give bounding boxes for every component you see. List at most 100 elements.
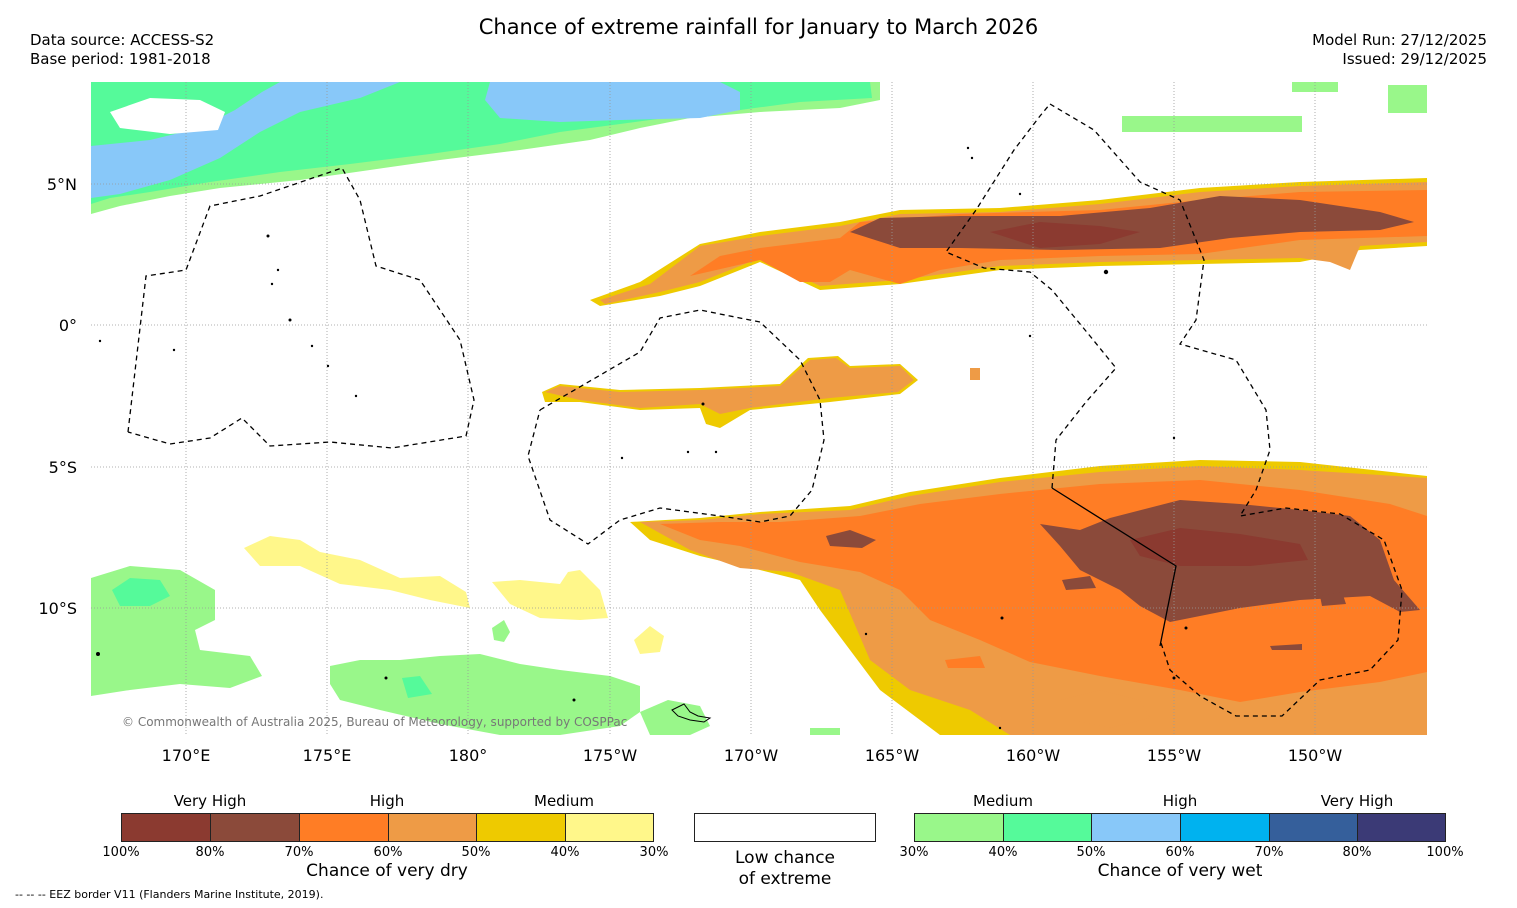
dry-very-high-core-north xyxy=(990,222,1140,248)
dry-medium2-region-center xyxy=(492,570,608,620)
wet-tick: 40% xyxy=(988,845,1018,860)
wet-swatch-80-100 xyxy=(1357,813,1446,842)
lat-label-0: 0° xyxy=(58,316,77,335)
lon-label-150w: 150°W xyxy=(1287,746,1343,765)
map-layers xyxy=(91,82,1427,735)
wet-medium-patch-ne xyxy=(1292,82,1338,92)
dry-tick: 100% xyxy=(102,845,140,860)
dry-tick: 30% xyxy=(639,845,669,860)
wet-tick: 50% xyxy=(1076,845,1106,860)
dry-very-high-patch-3 xyxy=(1320,592,1346,606)
eez-footnote: -- -- -- EEZ border V11 (Flanders Marine… xyxy=(15,888,324,901)
island xyxy=(276,268,280,272)
island xyxy=(354,394,358,398)
wet-tick: 60% xyxy=(1165,845,1195,860)
eez-border-cook xyxy=(944,103,1117,489)
wet-legend-caption: Chance of very wet xyxy=(1097,861,1263,881)
lon-label-160w: 160°W xyxy=(1005,746,1061,765)
wet-tick: 70% xyxy=(1254,845,1284,860)
dry-swatch-60-50 xyxy=(388,813,476,842)
wet-tick: 100% xyxy=(1426,845,1464,860)
lat-label-10s: 10°S xyxy=(38,599,77,618)
eez-border-kiribati-gilbert xyxy=(127,167,475,449)
page-title: Chance of extreme rainfall for January t… xyxy=(478,15,1039,39)
dry-swatch-40-30 xyxy=(565,813,654,842)
model-run: Model Run: 27/12/2025 xyxy=(1312,31,1487,49)
eez-borders xyxy=(127,103,1403,717)
island xyxy=(326,364,330,368)
lat-label-5n: 5°N xyxy=(46,175,77,194)
island xyxy=(998,726,1002,730)
dry-very-high-patch-4 xyxy=(1270,644,1302,650)
wet-legend-heading-medium: Medium xyxy=(973,792,1033,810)
island xyxy=(1103,269,1109,275)
dry-tick: 80% xyxy=(195,845,225,860)
lon-label-180: 180° xyxy=(448,746,488,765)
wet-swatch-60-70 xyxy=(1180,813,1269,842)
dry-very-high-patch-1 xyxy=(826,530,876,548)
island xyxy=(620,456,624,460)
island xyxy=(270,282,274,286)
issued-date: Issued: 29/12/2025 xyxy=(1342,50,1487,68)
island xyxy=(288,318,292,322)
low-chance-swatch xyxy=(694,813,876,842)
wet-swatch-30-40 xyxy=(914,813,1003,842)
island xyxy=(966,146,970,150)
wet-high-region-north-2 xyxy=(485,82,740,122)
lon-label-170w: 170°W xyxy=(723,746,779,765)
wet-medium-region-south xyxy=(330,654,640,735)
island xyxy=(310,344,314,348)
dry-legend-heading-medium: Medium xyxy=(534,792,594,810)
base-period: Base period: 1981-2018 xyxy=(30,50,211,68)
wet-legend-heading-high: High xyxy=(1162,792,1198,810)
dry-very-high-patch-2 xyxy=(1062,576,1096,590)
island xyxy=(1172,436,1176,440)
dry-high2-patch xyxy=(970,368,980,380)
wet-high-region-north xyxy=(91,82,400,198)
dry-tick: 40% xyxy=(550,845,580,860)
dry-medium2-region-west xyxy=(244,536,470,608)
gridlines xyxy=(91,82,1427,735)
low-chance-caption: Low chance of extreme xyxy=(685,848,885,890)
island xyxy=(96,652,100,656)
island xyxy=(1018,192,1022,196)
wet-tick: 80% xyxy=(1342,845,1372,860)
dry-swatch-70-60 xyxy=(299,813,388,842)
data-source-info: Data source: ACCESS-S2 Base period: 1981… xyxy=(30,31,214,69)
island xyxy=(1000,616,1004,620)
lon-label-155w: 155°W xyxy=(1146,746,1202,765)
island xyxy=(1184,626,1188,630)
dry-high2-patch-south xyxy=(1060,690,1150,728)
island xyxy=(864,632,868,636)
island xyxy=(714,450,718,454)
low-chance-pocket xyxy=(110,98,225,134)
dry-high2-band-mid xyxy=(545,358,914,414)
dry-legend-heading-high: High xyxy=(369,792,405,810)
wet-medium-strip-ne xyxy=(1122,116,1302,132)
dry-legend-caption: Chance of very dry xyxy=(306,861,468,881)
dry-very-high-band-north xyxy=(850,196,1414,250)
map-credit: © Commonwealth of Australia 2025, Bureau… xyxy=(122,715,628,729)
islands xyxy=(96,146,1188,730)
eez-solid-border xyxy=(1051,487,1177,647)
low-chance-line1: Low chance xyxy=(735,848,835,868)
wet-medium-patch-ne-2 xyxy=(1388,85,1427,113)
wet-medium2-patch-south xyxy=(402,676,432,698)
island xyxy=(98,339,102,343)
island xyxy=(970,156,974,160)
lon-label-175w: 175°W xyxy=(582,746,638,765)
dry-tick: 70% xyxy=(284,845,314,860)
island xyxy=(384,676,388,680)
dry-very-high-core-south xyxy=(1130,528,1308,566)
lon-label-175e: 175°E xyxy=(302,746,352,765)
dry-swatch-50-40 xyxy=(476,813,565,842)
island xyxy=(1028,334,1032,338)
island xyxy=(172,348,176,352)
wet-legend-heading-very-high: Very High xyxy=(1320,792,1394,810)
wet-swatch-70-80 xyxy=(1269,813,1357,842)
wet-medium-strip-s xyxy=(810,728,840,735)
island xyxy=(266,234,270,238)
eez-border-kiribati-phoenix xyxy=(527,309,825,545)
dry-tick: 60% xyxy=(373,845,403,860)
